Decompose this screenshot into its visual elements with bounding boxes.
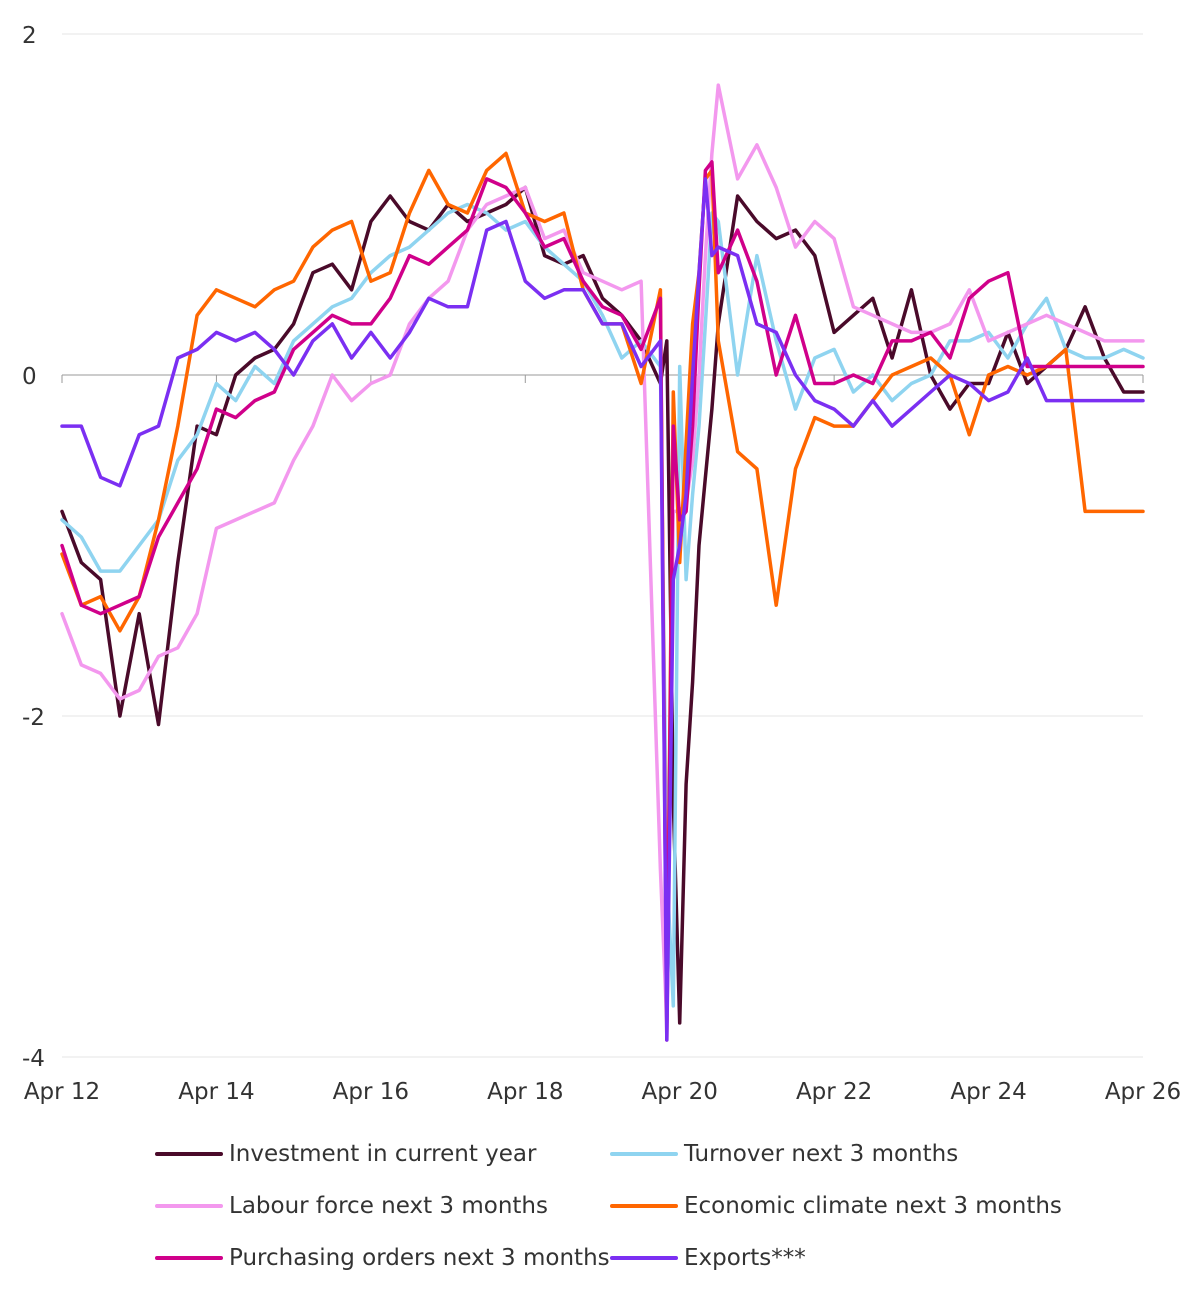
x-tick-label: Apr 24 [950,1079,1026,1105]
series-line-purchasing-orders [60,160,1145,1042]
x-tick-label: Apr 18 [487,1079,563,1105]
y-tick-label: -4 [22,1046,45,1072]
legend-item-economic-climate: Economic climate next 3 months [610,1186,1062,1226]
legend-item-investment: Investment in current year [155,1134,536,1174]
x-tick-label: Apr 26 [1105,1079,1181,1105]
legend-label-labour-force: Labour force next 3 months [229,1193,548,1219]
chart-area: 2 0 -2 -4 Apr 12 Apr 14 Apr 16 Apr 18 Apr 20 Apr … [22,23,1181,1105]
y-tick-label: -2 [22,705,45,731]
series-line-labour-force [60,83,1145,1025]
line-chart: 2 0 -2 -4 Apr 12 Apr 14 Apr 16 Apr 18 Apr 20 Apr … [22,23,1181,1105]
legend-swatch-turnover [610,1152,678,1156]
legend-item-exports: Exports*** [610,1238,806,1278]
y-tick-label: 2 [22,23,37,49]
legend-swatch-labour-force [155,1204,223,1208]
legend-swatch-investment [155,1152,223,1156]
y-tick-label: 0 [22,364,37,390]
legend-label-economic-climate: Economic climate next 3 months [684,1193,1062,1219]
x-tick-label: Apr 16 [333,1079,409,1105]
legend-swatch-exports [610,1256,678,1260]
x-tick-label: Apr 14 [178,1079,254,1105]
legend-label-turnover: Turnover next 3 months [684,1141,959,1167]
legend-item-turnover: Turnover next 3 months [610,1134,958,1174]
x-tick-label: Apr 20 [642,1079,718,1105]
legend-label-purchasing-orders: Purchasing orders next 3 months [229,1245,610,1271]
legend-label-exports: Exports*** [684,1245,806,1271]
legend-swatch-economic-climate [610,1204,678,1208]
x-tick-label: Apr 12 [24,1079,100,1105]
series-line-economic-climate [60,151,1145,1025]
legend-swatch-purchasing-orders [155,1256,223,1260]
x-tick-label: Apr 22 [796,1079,872,1105]
legend-item-labour-force: Labour force next 3 months [155,1186,548,1226]
series-line-exports [60,177,1145,1042]
legend-label-investment: Investment in current year [229,1141,537,1167]
legend-item-purchasing-orders: Purchasing orders next 3 months [155,1238,610,1278]
